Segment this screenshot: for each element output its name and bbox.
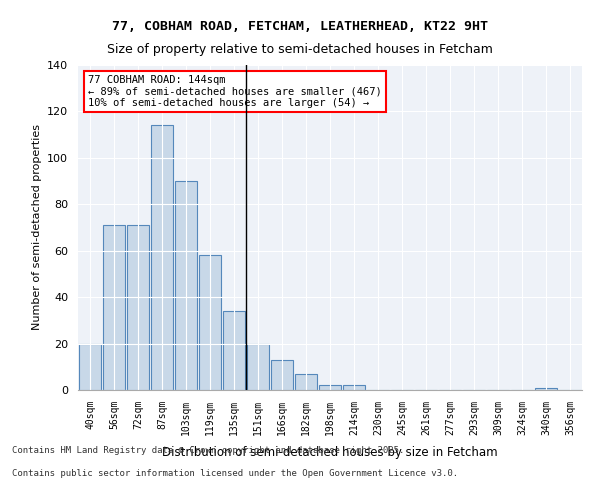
Bar [199,256,221,390]
Bar [343,386,365,390]
Text: 77, COBHAM ROAD, FETCHAM, LEATHERHEAD, KT22 9HT: 77, COBHAM ROAD, FETCHAM, LEATHERHEAD, K… [112,20,488,33]
Bar [223,311,245,390]
Bar [295,374,317,390]
Bar [175,181,197,390]
Bar [103,225,125,390]
Text: Contains public sector information licensed under the Open Government Licence v3: Contains public sector information licen… [12,468,458,477]
Bar [319,386,341,390]
X-axis label: Distribution of semi-detached houses by size in Fetcham: Distribution of semi-detached houses by … [162,446,498,459]
Bar [79,344,101,390]
Bar [127,225,149,390]
Bar [271,360,293,390]
Text: Contains HM Land Registry data © Crown copyright and database right 2025.: Contains HM Land Registry data © Crown c… [12,446,404,455]
Bar [535,388,557,390]
Text: 77 COBHAM ROAD: 144sqm
← 89% of semi-detached houses are smaller (467)
10% of se: 77 COBHAM ROAD: 144sqm ← 89% of semi-det… [88,74,382,108]
Bar [151,126,173,390]
Y-axis label: Number of semi-detached properties: Number of semi-detached properties [32,124,41,330]
Bar [247,344,269,390]
Text: Size of property relative to semi-detached houses in Fetcham: Size of property relative to semi-detach… [107,42,493,56]
